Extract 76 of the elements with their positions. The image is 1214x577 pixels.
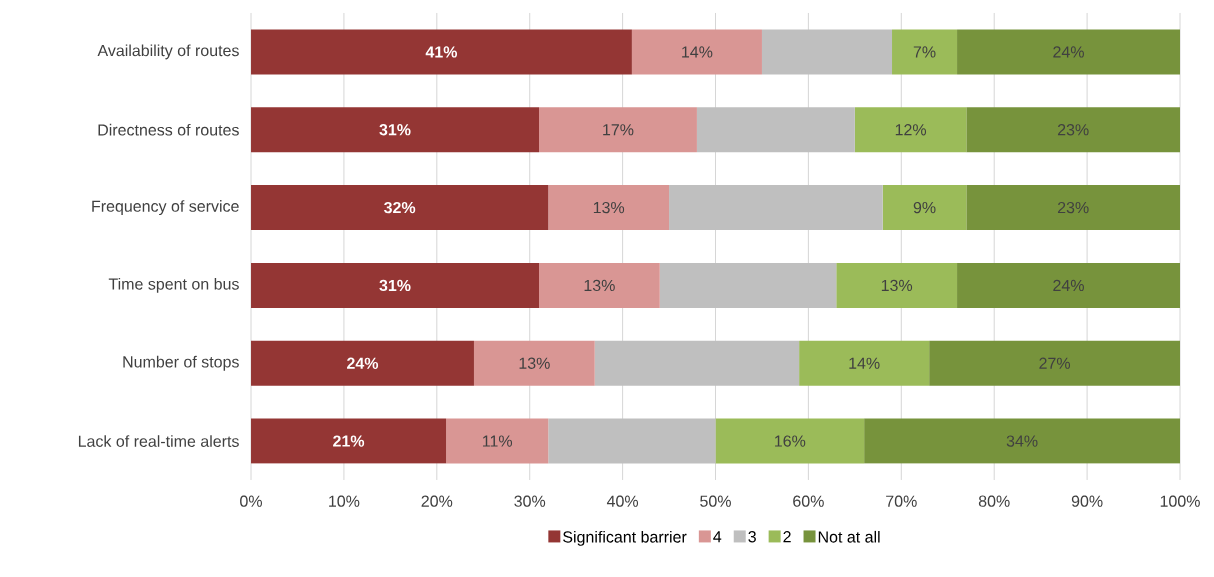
y-tick-label: Lack of real-time alerts: [78, 435, 239, 447]
x-tick-label: 50%: [700, 495, 731, 507]
data-label: 23%: [1057, 201, 1089, 214]
legend-label: 2: [783, 531, 791, 543]
legend-label: 3: [748, 531, 756, 543]
bar: [882, 185, 967, 231]
data-label: 14%: [682, 46, 713, 58]
x-tick-label: 20%: [421, 495, 453, 507]
data-label: 13%: [881, 279, 913, 292]
x-tick-label: 70%: [886, 495, 917, 507]
bar: [696, 107, 855, 153]
bar: [799, 340, 930, 386]
x-tick-label: 90%: [1071, 495, 1103, 507]
bar: [836, 262, 958, 308]
data-label: 7%: [913, 46, 936, 58]
bar: [929, 340, 1181, 386]
bar: [854, 107, 967, 153]
data-label: 9%: [913, 201, 936, 214]
data-label: 16%: [775, 435, 806, 447]
bar: [251, 185, 549, 231]
y-tick-label: Number of stops: [123, 355, 239, 371]
data-label: 13%: [593, 201, 625, 214]
data-label: 17%: [603, 124, 634, 136]
bar: [966, 107, 1180, 153]
x-tick-label: 60%: [793, 495, 824, 507]
data-label: 12%: [895, 124, 927, 136]
bar: [446, 418, 549, 464]
data-label: 34%: [1006, 435, 1038, 447]
bar: [715, 418, 865, 464]
x-tick-label: 30%: [514, 495, 546, 507]
x-tick-label: 40%: [606, 495, 639, 507]
bar: [548, 418, 716, 464]
bar: [251, 107, 539, 153]
bar: [473, 340, 595, 386]
data-label: 13%: [519, 357, 550, 369]
bar: [594, 340, 800, 386]
bar: [761, 29, 893, 75]
x-tick-label: 0%: [240, 495, 262, 507]
y-tick-label: Directness of routes: [98, 123, 239, 136]
bar: [659, 262, 837, 308]
legend-label: Significant barrier: [563, 530, 687, 546]
bar: [539, 107, 697, 153]
y-tick-label: Frequency of service: [92, 200, 239, 216]
legend-label: 4: [713, 531, 722, 543]
data-label: 31%: [379, 124, 411, 136]
bar: [251, 340, 474, 386]
y-tick-label: Time spent on bus: [108, 277, 239, 293]
x-tick-label: 100%: [1160, 495, 1200, 507]
bar: [548, 185, 670, 231]
data-label: 13%: [584, 279, 615, 292]
bar: [251, 262, 539, 308]
bar: [864, 418, 1181, 464]
bar: [957, 29, 1180, 75]
bar: [251, 418, 447, 464]
bar: [539, 262, 660, 308]
data-label: 24%: [1053, 279, 1084, 292]
bar: [966, 185, 1180, 231]
data-label: 23%: [1057, 124, 1089, 136]
bar: [251, 29, 632, 75]
bar: [669, 185, 883, 231]
data-label: 21%: [333, 435, 365, 447]
data-label: 41%: [425, 46, 458, 58]
data-label: 27%: [1039, 357, 1071, 369]
data-label: 11%: [483, 435, 513, 447]
y-tick-label: Availability of routes: [97, 44, 239, 60]
x-tick-label: 10%: [329, 495, 360, 507]
bar: [892, 29, 958, 75]
x-tick-label: 80%: [978, 495, 1010, 507]
data-label: 31%: [379, 279, 411, 292]
bar: [631, 29, 762, 75]
data-label: 32%: [384, 201, 416, 214]
data-label: 24%: [347, 357, 379, 369]
data-label: 24%: [1053, 46, 1084, 58]
legend-label: Not at all: [818, 530, 880, 543]
data-label: 14%: [849, 357, 880, 369]
bar: [957, 262, 1180, 308]
